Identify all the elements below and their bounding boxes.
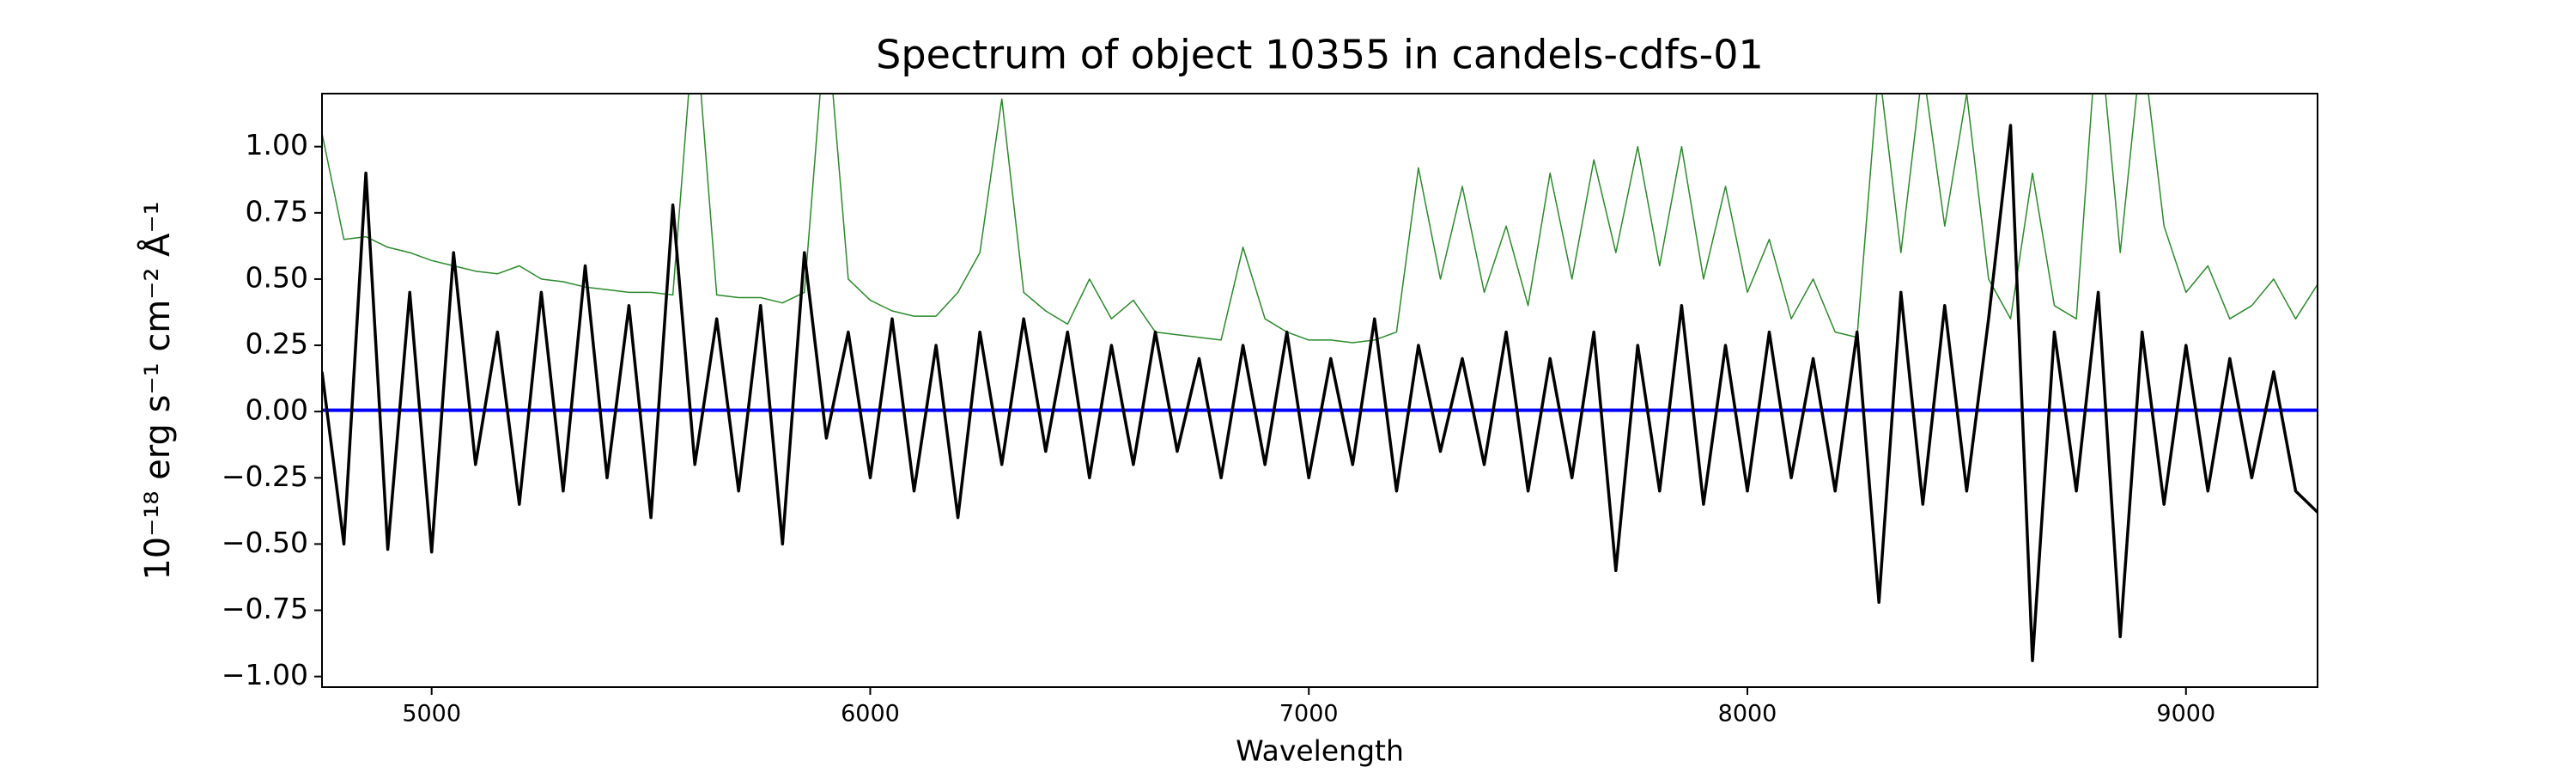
y-tick-label: 0.25 bbox=[246, 327, 308, 361]
y-tick-label: −0.50 bbox=[222, 526, 308, 559]
y-tick-label: 0.75 bbox=[246, 194, 308, 228]
y-tick-label: 0.00 bbox=[246, 393, 308, 427]
spectrum-line bbox=[322, 124, 2318, 662]
y-tick-label: 1.00 bbox=[246, 128, 308, 161]
chart-title: Spectrum of object 10355 in candels-cdfs… bbox=[876, 32, 1764, 78]
x-tick-label: 6000 bbox=[841, 701, 900, 727]
y-tick-label: 0.50 bbox=[246, 260, 308, 294]
y-axis-label: 10⁻¹⁸ erg s⁻¹ cm⁻² Å⁻¹ bbox=[137, 201, 178, 580]
x-tick-label: 7000 bbox=[1279, 701, 1339, 727]
y-tick-label: −0.25 bbox=[222, 460, 308, 493]
x-tick-label: 5000 bbox=[402, 701, 461, 727]
y-tick-label: −1.00 bbox=[222, 658, 308, 691]
y-tick-label: −0.75 bbox=[222, 592, 308, 625]
axes-frame bbox=[321, 93, 2318, 688]
spectrum-line bbox=[322, 94, 2318, 344]
x-tick-label: 8000 bbox=[1718, 701, 1777, 727]
plot-area bbox=[322, 94, 2318, 662]
x-tick-label: 9000 bbox=[2156, 701, 2215, 727]
x-axis-label: Wavelength bbox=[1236, 734, 1404, 768]
